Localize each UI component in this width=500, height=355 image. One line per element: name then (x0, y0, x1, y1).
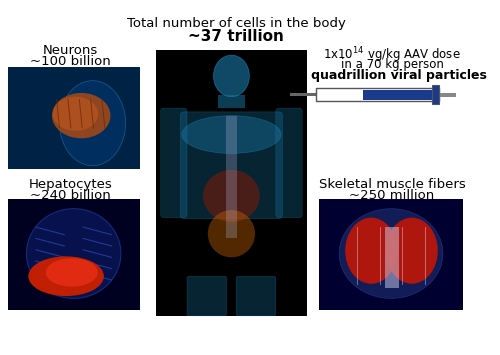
Ellipse shape (203, 170, 260, 222)
Ellipse shape (208, 210, 255, 257)
Bar (156, 49, 307, 316)
FancyBboxPatch shape (187, 276, 226, 316)
Bar (432, 86, 439, 104)
Bar (290, 93, 316, 96)
Ellipse shape (182, 116, 281, 153)
Ellipse shape (214, 55, 250, 97)
Text: Total number of cells in the body: Total number of cells in the body (126, 17, 346, 31)
Ellipse shape (60, 81, 126, 166)
Text: 7 quadrillion viral particles: 7 quadrillion viral particles (298, 69, 486, 82)
Text: Skeletal muscle fibers: Skeletal muscle fibers (318, 178, 466, 191)
Bar (386, 227, 398, 289)
Text: 1x10$^{14}$ vg/kg AAV dose: 1x10$^{14}$ vg/kg AAV dose (323, 46, 461, 65)
Text: ~240 billion: ~240 billion (30, 189, 111, 202)
Text: ~100 billion: ~100 billion (30, 55, 111, 68)
Bar (8, 66, 140, 169)
Ellipse shape (345, 218, 397, 284)
Bar (8, 199, 140, 310)
Bar (363, 90, 432, 100)
Text: Neurons: Neurons (43, 44, 98, 57)
Ellipse shape (339, 209, 443, 299)
Ellipse shape (52, 93, 110, 138)
Ellipse shape (46, 258, 98, 286)
Text: in a 70 kg person: in a 70 kg person (340, 58, 444, 71)
Ellipse shape (53, 97, 98, 131)
FancyBboxPatch shape (180, 112, 282, 219)
Ellipse shape (28, 256, 104, 296)
Bar (439, 93, 456, 97)
Ellipse shape (26, 209, 121, 299)
FancyBboxPatch shape (160, 108, 187, 218)
Ellipse shape (386, 218, 438, 284)
Text: ~250 million: ~250 million (350, 189, 434, 202)
Text: ~37 trillion: ~37 trillion (188, 29, 284, 44)
FancyBboxPatch shape (276, 108, 302, 218)
FancyBboxPatch shape (316, 88, 439, 102)
Text: Hepatocytes: Hepatocytes (29, 178, 112, 191)
Bar (218, 95, 244, 108)
FancyBboxPatch shape (236, 276, 276, 316)
Bar (319, 199, 463, 310)
Bar (226, 116, 237, 239)
